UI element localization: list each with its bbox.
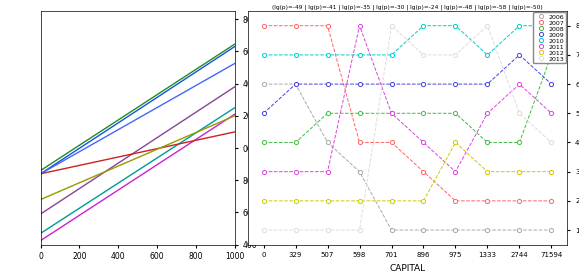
Y-axis label: Relative order (LTDEBT): Relative order (LTDEBT) [259,83,268,173]
Legend: 2006, 2007, 2008, 2009, 2010, 2011, 2012, 2013: 2006, 2007, 2008, 2009, 2010, 2011, 2012… [533,12,566,63]
Title: (lg(p)=-49 | lg(p)=-41 | lg(p)=-35 | lg(p)=-30 | lg(p)=-24 | lg(p)=-48 | lg(p)=-: (lg(p)=-49 | lg(p)=-41 | lg(p)=-35 | lg(… [272,4,543,10]
X-axis label: CAPITAL: CAPITAL [390,264,426,273]
